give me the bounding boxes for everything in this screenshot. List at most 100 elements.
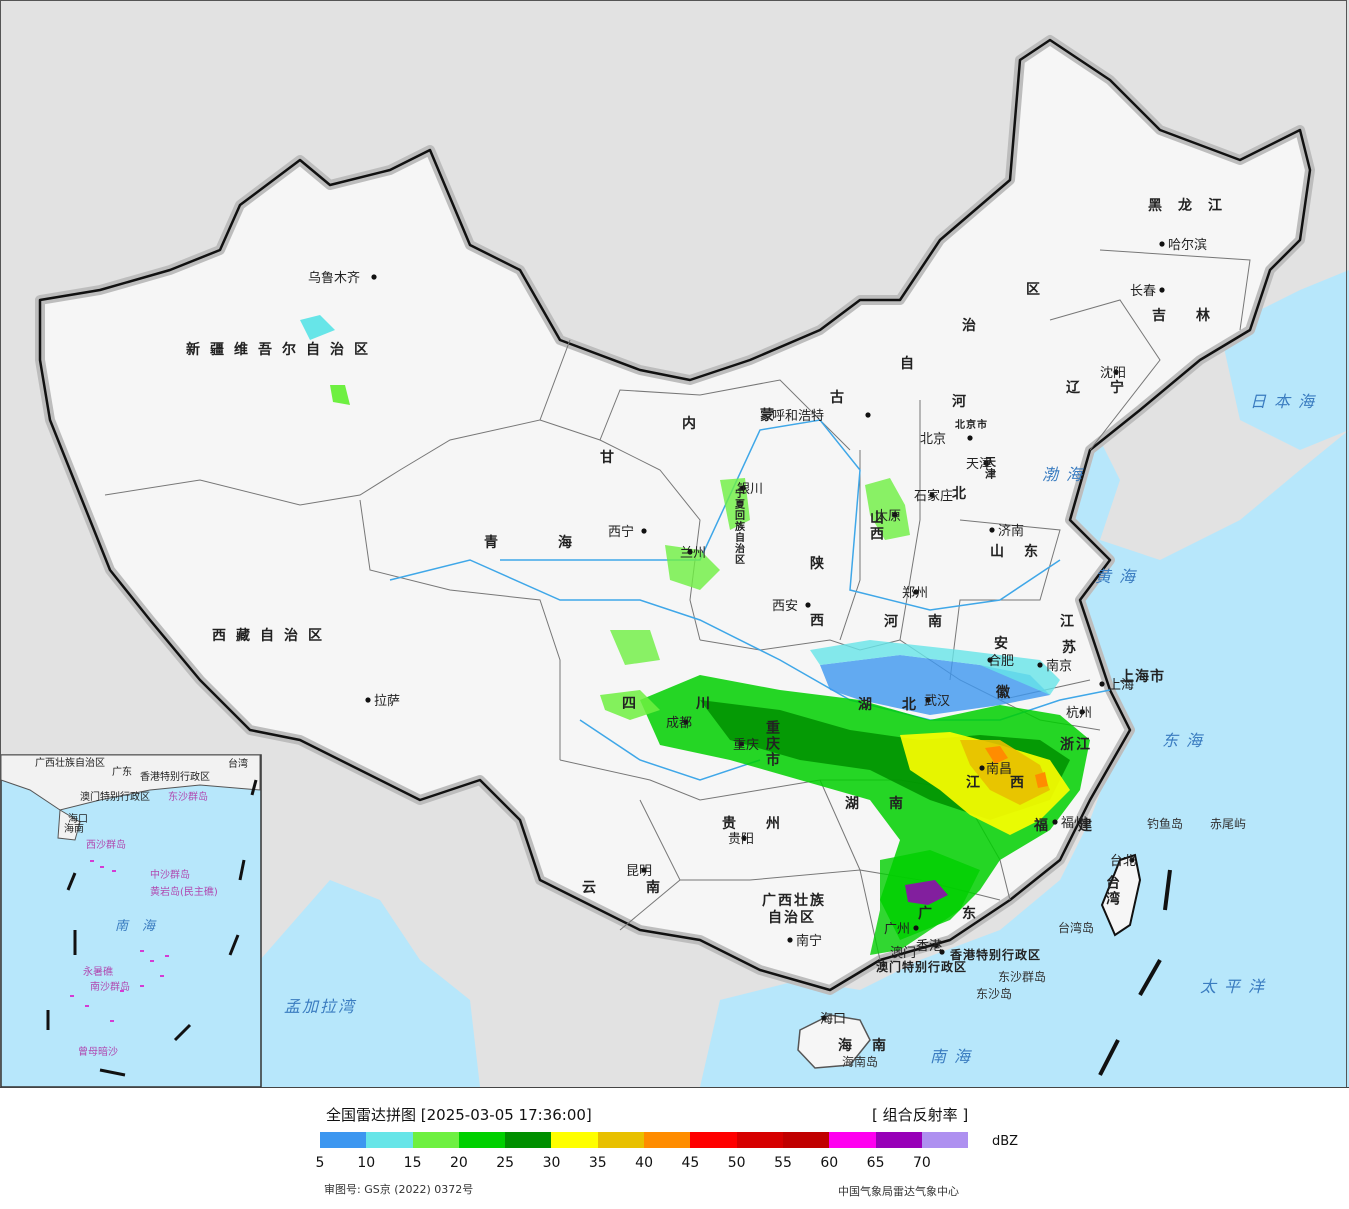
province-label-taiwan: 台湾 — [1104, 874, 1120, 907]
colorbar-tick-label: 30 — [542, 1155, 561, 1171]
province-label-innermongolia-1: 内 — [682, 415, 706, 432]
city-marker: 沈阳 — [1100, 366, 1126, 381]
city-marker: 西安 — [772, 599, 811, 614]
colorbar-segment — [412, 1132, 459, 1148]
echo-sichuan-west — [600, 690, 660, 720]
city-dot — [741, 835, 747, 841]
echo-gansu — [610, 545, 720, 665]
colorbar-tick-label: 50 — [727, 1155, 746, 1171]
city-marker: 福州 — [1052, 816, 1087, 831]
city-dot — [1079, 709, 1085, 715]
city-marker: 上海 — [1099, 678, 1134, 693]
city-dot — [787, 937, 793, 943]
province-label-innermongolia-3: 古 — [830, 389, 854, 406]
colorbar-segment — [782, 1132, 830, 1148]
city-marker: 北京 — [920, 432, 973, 447]
city-dot — [979, 765, 985, 771]
maritime-boundary-lines — [1098, 869, 1172, 1076]
city-label: 呼和浩特 — [772, 409, 824, 424]
echo-shanxi — [865, 478, 910, 540]
province-labels: 新疆维吾尔自治区 西藏自治区 青海 甘 四川 云南 贵州 广西壮族 自治区 湖南… — [186, 197, 1240, 1054]
province-label-hebei-2: 北 — [952, 486, 976, 502]
colorbar-segment — [551, 1132, 598, 1148]
province-label-chongqing: 重庆市 — [764, 719, 780, 768]
radar-map: 日本海 渤海 黄海 东海 太平洋 南海 孟加拉湾 新疆维吾尔自治区 西藏自治区 … — [0, 0, 1349, 1087]
province-label-hongkong: 香港特别行政区 — [949, 947, 1041, 962]
island-label-chiwei: 赤尾屿 — [1210, 817, 1246, 831]
colorbar-tick-label: 55 — [774, 1155, 792, 1171]
city-dot — [641, 528, 647, 534]
city-marker: 南京 — [1037, 658, 1072, 674]
city-marker: 成都 — [666, 716, 692, 731]
inset-label-zhongsha: 中沙群岛 — [150, 868, 190, 881]
map-approval-number: 审图号: GS京 (2022) 0372号 — [324, 1183, 474, 1196]
colorbar — [320, 1132, 969, 1148]
city-label: 拉萨 — [374, 694, 400, 709]
province-label-hebei-1: 河 — [952, 393, 976, 410]
sea-label-bay-of-bengal: 孟加拉湾 — [284, 997, 357, 1016]
province-label-shaanxi-2: 西 — [810, 613, 834, 629]
city-marker: 郑州 — [902, 586, 928, 601]
city-dot — [1037, 662, 1043, 668]
inset-label-guangdong: 广东 — [112, 765, 132, 778]
echo-xinjiang-2 — [330, 385, 350, 405]
city-label: 广州 — [884, 922, 910, 937]
province-label-zhejiang: 浙江 — [1060, 736, 1092, 753]
city-dot — [371, 274, 377, 280]
city-dot — [641, 867, 647, 873]
colorbar-tick-label: 60 — [820, 1155, 839, 1171]
city-label: 济南 — [998, 523, 1024, 539]
inset-label-nansha: 南沙群岛 — [90, 980, 130, 993]
city-label: 哈尔滨 — [1168, 237, 1207, 253]
province-label-anhui-1: 安 — [994, 635, 1018, 652]
city-marker: 石家庄 — [914, 488, 953, 504]
city-marker: 香港 — [916, 939, 942, 954]
city-marker: 太原 — [875, 509, 901, 524]
city-label: 重庆 — [733, 737, 759, 753]
city-marker: 天津 — [966, 457, 992, 472]
city-label: 银川 — [737, 482, 763, 497]
island-label-dongsha-dao: 东沙岛 — [976, 986, 1012, 1001]
city-dot — [967, 435, 973, 441]
sea-label-japan-sea: 日本海 — [1250, 392, 1322, 411]
colorbar-segment — [505, 1132, 552, 1148]
taiwan-island — [1100, 853, 1142, 937]
city-dot — [1099, 681, 1105, 687]
province-label-guangdong: 广东 — [918, 905, 1006, 922]
china-border — [38, 38, 1312, 992]
city-label: 合肥 — [988, 654, 1014, 669]
ocean-bay-of-bengal — [260, 880, 480, 1087]
colorbar-tick-label: 10 — [357, 1155, 376, 1171]
city-dot — [1052, 819, 1058, 825]
province-label-beijing: 北京市 — [955, 418, 988, 431]
province-label-jilin: 吉林 — [1152, 307, 1240, 324]
city-label: 福州 — [1061, 816, 1087, 831]
echo-ningxia — [720, 478, 750, 530]
city-label: 西宁 — [608, 524, 634, 540]
colorbar-tick-label: 25 — [496, 1155, 515, 1171]
province-label-shanghai: 上海市 — [1120, 668, 1165, 685]
city-dot — [365, 697, 371, 703]
city-label: 南京 — [1046, 658, 1072, 674]
city-dot — [805, 602, 811, 608]
province-label-heilongjiang: 黑龙江 — [1148, 197, 1238, 214]
inset-label-yongshu: 永暑礁 — [83, 965, 113, 978]
city-marker: 拉萨 — [365, 694, 400, 709]
city-marker: 呼和浩特 — [772, 409, 871, 424]
colorbar-segment — [597, 1132, 645, 1148]
sea-label-yellow-sea: 黄海 — [1095, 567, 1143, 586]
city-dot — [738, 741, 744, 747]
province-label-jiangxi: 江西 — [966, 774, 1054, 791]
province-label-hubei: 湖北 — [858, 697, 946, 713]
city-marker: 兰州 — [680, 546, 706, 561]
province-label-liaoning: 辽宁 — [1066, 379, 1154, 396]
island-label-taiwan: 台湾岛 — [1058, 920, 1094, 935]
province-label-innermongolia-4: 自 — [900, 355, 924, 372]
city-label: 成都 — [666, 716, 692, 731]
city-label: 南宁 — [796, 933, 822, 949]
city-label: 石家庄 — [914, 488, 953, 504]
city-label: 沈阳 — [1100, 366, 1126, 381]
province-label-shandong: 山东 — [990, 543, 1058, 560]
city-dot — [987, 657, 993, 663]
